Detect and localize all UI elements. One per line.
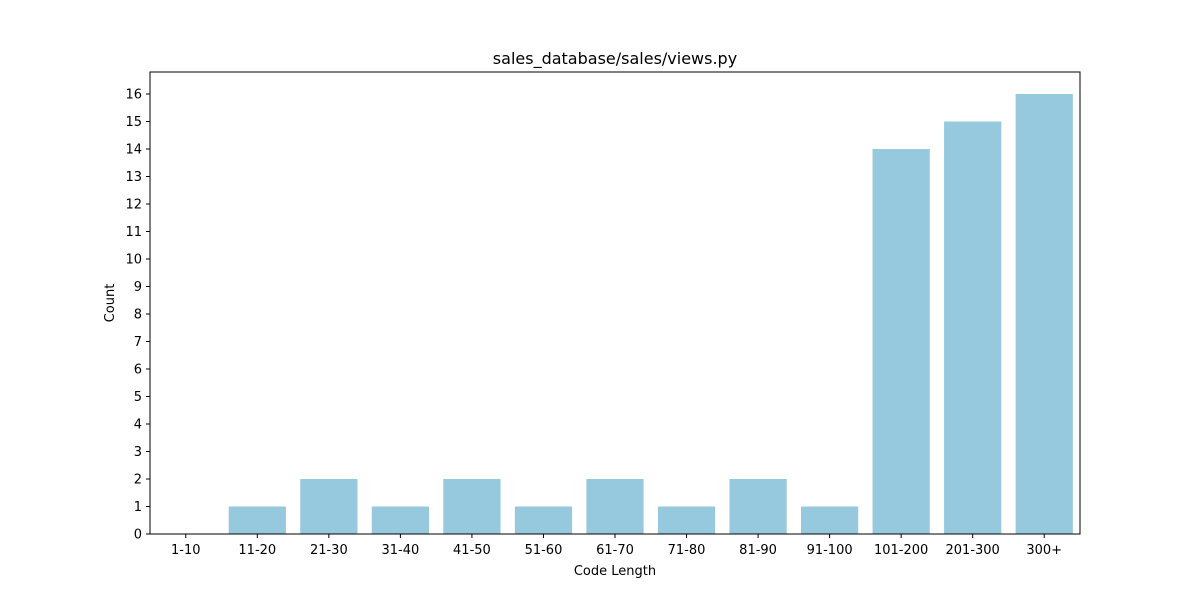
y-tick-label: 15 — [125, 115, 142, 130]
y-tick-label: 16 — [125, 88, 142, 103]
bar-300+ — [1015, 94, 1073, 534]
x-tick-label: 91-100 — [807, 543, 853, 558]
y-tick-label: 2 — [134, 473, 142, 488]
y-tick-label: 11 — [125, 225, 142, 240]
y-tick-label: 12 — [125, 198, 142, 213]
bar-81-90 — [729, 479, 787, 534]
y-tick-label: 9 — [134, 280, 142, 295]
x-tick-label: 61-70 — [596, 543, 634, 558]
bar-51-60 — [514, 506, 573, 534]
y-tick-label: 6 — [134, 363, 142, 378]
bar-21-30 — [300, 479, 358, 534]
y-tick-label: 7 — [134, 335, 142, 350]
x-tick-label: 101-200 — [874, 543, 928, 558]
x-tick-label: 81-90 — [739, 543, 777, 558]
x-tick-label: 201-300 — [946, 543, 1000, 558]
y-tick-label: 8 — [134, 308, 142, 323]
bar-201-300 — [944, 121, 1002, 534]
bar-11-20 — [228, 506, 286, 534]
plot-frame — [149, 71, 1081, 535]
x-tick-label: 71-80 — [668, 543, 706, 558]
y-tick-label: 13 — [125, 170, 142, 185]
x-tick-label: 21-30 — [310, 543, 348, 558]
x-axis-ticks: 1-10 11-20 21-30 31-40 41-50 51-60 61-70 71-80 8… — [171, 534, 1062, 558]
y-tick-label: 10 — [125, 253, 142, 268]
x-axis-label: Code Length — [574, 564, 656, 579]
bar-71-80 — [657, 506, 716, 534]
y-tick-label: 3 — [134, 445, 142, 460]
y-tick-label: 5 — [134, 390, 142, 405]
y-tick-label: 4 — [134, 418, 142, 433]
x-tick-label: 51-60 — [525, 543, 563, 558]
bar-61-70 — [586, 479, 644, 534]
bar-31-40 — [371, 506, 429, 534]
bar-41-50 — [443, 479, 501, 534]
y-axis-label: Count — [103, 284, 118, 323]
bar-91-100 — [801, 506, 859, 534]
x-tick-label: 1-10 — [171, 543, 201, 558]
bar-101-200 — [872, 149, 930, 534]
chart-title: sales_database/sales/views.py — [493, 49, 737, 69]
x-tick-label: 31-40 — [381, 543, 419, 558]
bars-group — [228, 94, 1073, 534]
x-tick-label: 300+ — [1026, 543, 1062, 558]
y-tick-label: 14 — [125, 143, 142, 158]
x-tick-label: 41-50 — [453, 543, 491, 558]
y-tick-label: 0 — [134, 528, 142, 543]
y-tick-label: 1 — [134, 500, 142, 515]
x-tick-label: 11-20 — [238, 543, 276, 558]
